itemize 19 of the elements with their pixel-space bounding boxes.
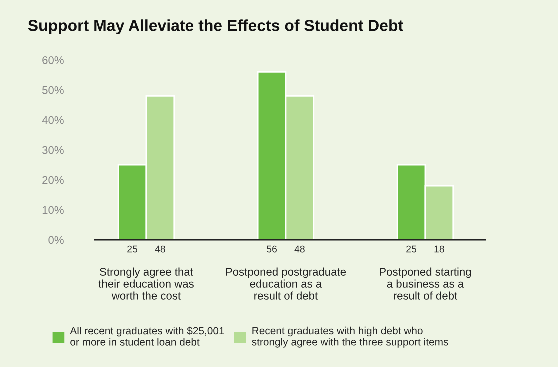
data-label: 48 bbox=[294, 246, 305, 253]
y-tick-label: 0% bbox=[48, 236, 64, 244]
x-tick-label: Postponed postgraduate education as a result of debt bbox=[226, 268, 346, 300]
y-tick-label: 20% bbox=[42, 176, 64, 184]
y-tick-label: 30% bbox=[42, 146, 64, 154]
data-label: 25 bbox=[128, 246, 138, 253]
x-tick-label: Postponed starting a business as a result of debt bbox=[380, 268, 472, 300]
y-tick-label: 60% bbox=[42, 56, 64, 64]
data-label: 56 bbox=[267, 246, 278, 253]
x-tick-label: Strongly agree that their education was worth the cost bbox=[98, 268, 194, 300]
data-label: 25 bbox=[406, 246, 417, 253]
y-tick-label: 10% bbox=[42, 206, 64, 214]
legend-label: All recent graduates with $25,001 or more in student loan debt bbox=[70, 326, 224, 346]
y-tick-label: 50% bbox=[42, 86, 64, 94]
data-label: 48 bbox=[155, 246, 166, 253]
chart-title: Support May Alleviate the Effects of Student Debt bbox=[28, 20, 404, 35]
y-tick-label: 40% bbox=[42, 116, 64, 124]
data-label: 18 bbox=[434, 246, 444, 253]
legend-label: Recent graduates with high debt who strongly agree with the three support items bbox=[252, 326, 448, 348]
